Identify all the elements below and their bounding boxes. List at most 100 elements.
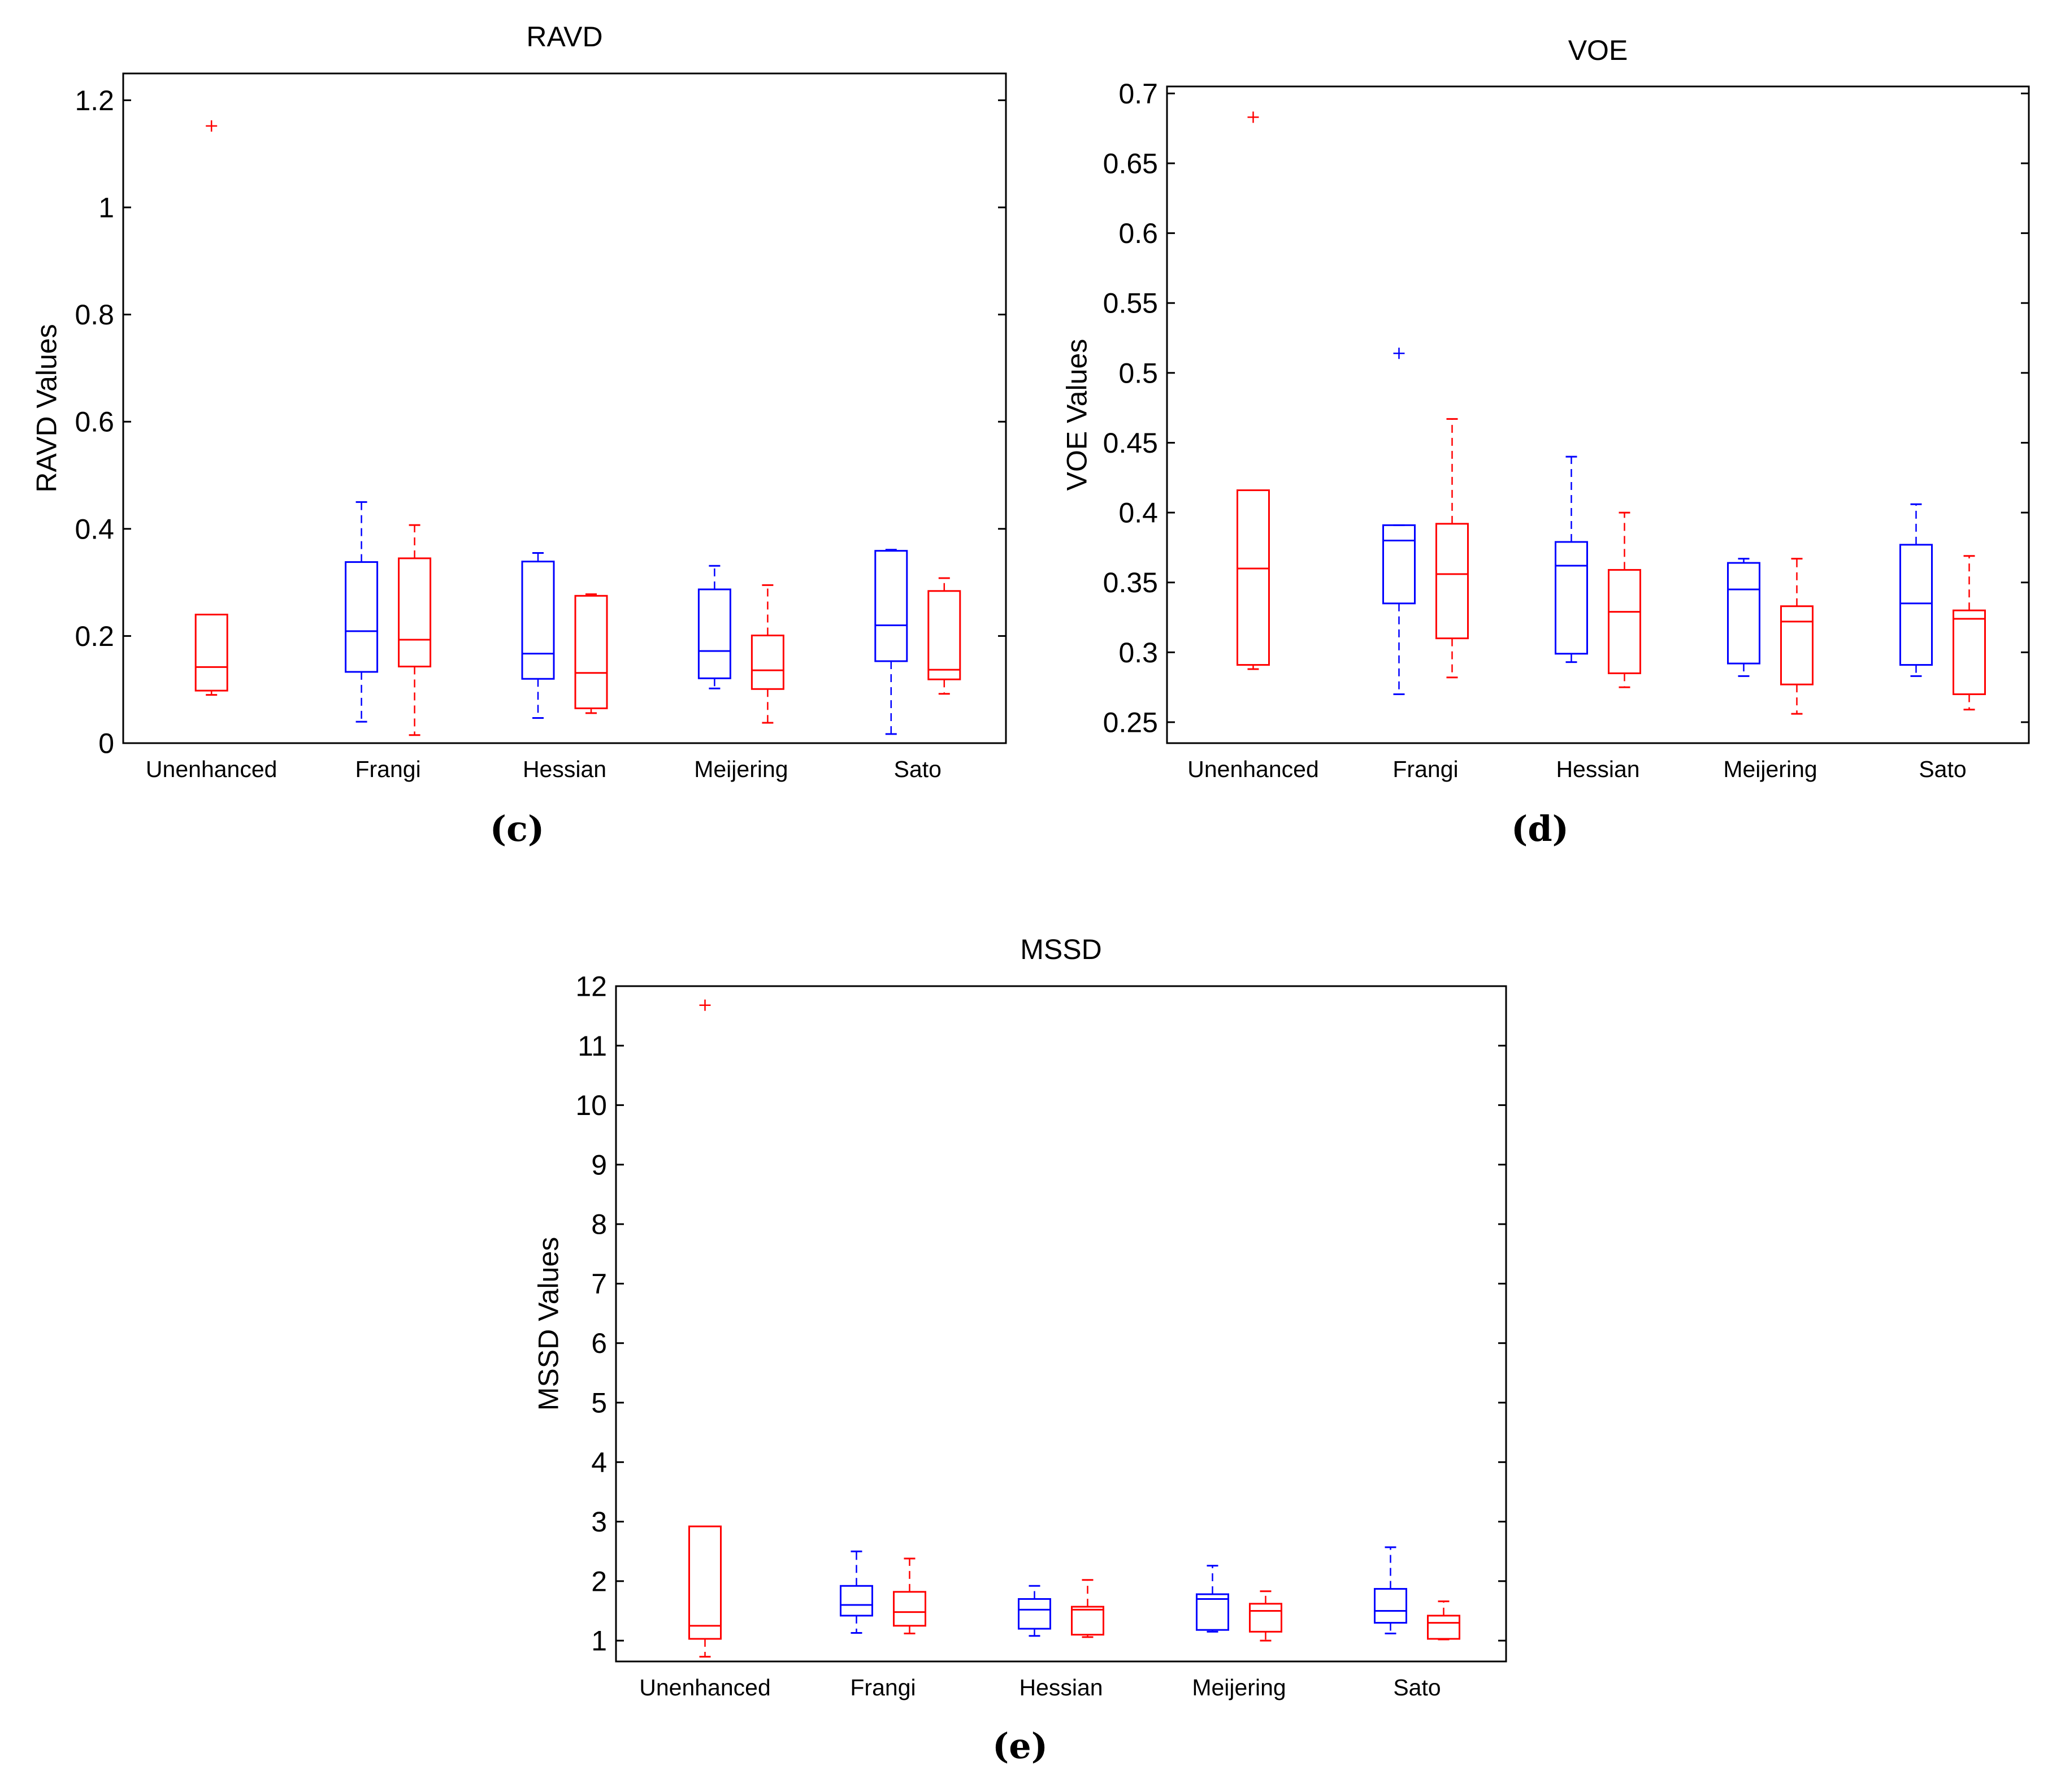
- y-tick-label: 6: [591, 1327, 607, 1359]
- box-sato-blue: [1899, 503, 1933, 677]
- y-tick-label: 9: [591, 1149, 607, 1181]
- y-tick-label: 0.45: [1103, 427, 1158, 459]
- box-sato-red: [927, 577, 961, 695]
- y-tick-label: 0.2: [75, 621, 114, 652]
- chart-panel-d: VOE VOE Values 0.25 0.3 0.35 0.4 0.45 0.5 0.55 0.…: [1061, 34, 2030, 849]
- box-iqr: [1953, 609, 1986, 695]
- box-sato-red: [1427, 1600, 1460, 1641]
- box-iqr: [1555, 541, 1588, 655]
- box-iqr: [1608, 569, 1641, 674]
- chart-title: VOE: [1568, 34, 1628, 66]
- y-tick-label: 7: [591, 1268, 607, 1300]
- box-frangi-red: [1435, 418, 1469, 679]
- x-tick-label-unenhanced: Unenhanced: [146, 756, 277, 782]
- y-tick-label: 11: [578, 1030, 607, 1062]
- x-tick-label-sato: Sato: [1919, 756, 1966, 782]
- plot-area-frame: [615, 985, 1507, 1663]
- box-sato-red: [1953, 555, 1986, 711]
- box-sato-blue: [874, 549, 908, 735]
- box-iqr: [1196, 1593, 1229, 1631]
- panel-label-c: (c): [490, 808, 544, 849]
- x-tick-label-frangi: Frangi: [1392, 756, 1458, 782]
- box-unenhanced-red: [688, 999, 722, 1658]
- y-tick-label: 0.65: [1103, 147, 1158, 179]
- box-iqr: [521, 561, 555, 680]
- y-tick-label: 12: [575, 971, 607, 1003]
- box-iqr: [1727, 562, 1760, 665]
- box-frangi-blue: [840, 1550, 873, 1634]
- box-iqr: [840, 1585, 873, 1617]
- box-unenhanced-red: [1237, 111, 1270, 670]
- y-tick-label: 0.3: [1118, 637, 1158, 669]
- y-tick-label: 8: [591, 1209, 607, 1240]
- box-frangi-red: [893, 1557, 926, 1635]
- box-meijering-red: [750, 584, 784, 724]
- box-iqr: [927, 590, 961, 680]
- y-tick-label: 0.4: [75, 513, 114, 545]
- y-tick-label: 2: [591, 1565, 607, 1597]
- box-meijering-red: [1249, 1590, 1282, 1642]
- y-tick-label: 0: [98, 728, 114, 760]
- plot-area-frame: [1166, 85, 2030, 744]
- box-iqr: [1899, 544, 1933, 666]
- y-tick-label: 0.8: [75, 299, 114, 331]
- box-frangi-blue: [1382, 348, 1416, 695]
- chart-title: MSSD: [1020, 934, 1101, 965]
- x-tick-label-hessian: Hessian: [1556, 756, 1639, 782]
- y-tick-label: 3: [591, 1506, 607, 1538]
- box-meijering-blue: [697, 565, 731, 689]
- y-tick-label: 4: [591, 1447, 607, 1478]
- box-iqr: [1374, 1588, 1407, 1624]
- box-iqr: [874, 550, 908, 662]
- y-tick-label: 0.6: [75, 406, 114, 438]
- box-iqr: [697, 588, 731, 679]
- x-tick-label-hessian: Hessian: [523, 756, 606, 782]
- y-axis-label: MSSD Values: [533, 1237, 565, 1411]
- y-tick-label: 0.55: [1103, 288, 1158, 319]
- x-tick-label-meijering: Meijering: [694, 756, 788, 782]
- x-tick-label-frangi: Frangi: [850, 1674, 916, 1700]
- y-tick-label: 5: [591, 1387, 607, 1419]
- x-tick-label-sato: Sato: [1393, 1674, 1441, 1700]
- box-iqr: [1382, 524, 1416, 605]
- x-tick-label-hessian: Hessian: [1019, 1674, 1103, 1700]
- x-tick-label-meijering: Meijering: [1192, 1674, 1286, 1700]
- box-iqr: [398, 557, 432, 667]
- box-meijering-blue: [1196, 1564, 1229, 1633]
- box-iqr: [893, 1591, 926, 1627]
- box-hessian-blue: [521, 552, 555, 719]
- box-iqr: [345, 561, 379, 673]
- x-tick-label-sato: Sato: [894, 756, 942, 782]
- box-hessian-red: [1608, 511, 1641, 688]
- box-iqr: [750, 634, 784, 690]
- panel-label-e: (e): [992, 1725, 1048, 1767]
- box-iqr: [194, 613, 228, 692]
- box-iqr: [1435, 523, 1469, 640]
- y-tick-label: 1: [98, 192, 114, 224]
- box-iqr: [1427, 1615, 1460, 1640]
- box-hessian-blue: [1555, 455, 1588, 663]
- y-tick-label: 0.35: [1103, 567, 1158, 598]
- box-unenhanced-red: [194, 120, 228, 696]
- panel-label-d: (d): [1511, 808, 1569, 849]
- y-axis-label: RAVD Values: [31, 324, 63, 492]
- box-iqr: [1249, 1603, 1282, 1633]
- y-tick-label: 1.2: [75, 85, 114, 116]
- y-tick-label: 10: [575, 1090, 607, 1121]
- box-meijering-blue: [1727, 558, 1760, 677]
- y-tick-label: 0.6: [1118, 218, 1158, 249]
- x-tick-label-meijering: Meijering: [1723, 756, 1817, 782]
- x-tick-label-unenhanced: Unenhanced: [639, 1674, 771, 1700]
- box-iqr: [574, 595, 608, 709]
- box-sato-blue: [1374, 1546, 1407, 1635]
- x-tick-label-frangi: Frangi: [355, 756, 420, 782]
- box-iqr: [1018, 1598, 1051, 1630]
- plot-area-frame: [122, 72, 1007, 744]
- box-frangi-red: [398, 524, 432, 736]
- box-hessian-red: [574, 593, 608, 714]
- y-tick-label: 0.5: [1118, 357, 1158, 389]
- chart-panel-c: RAVD RAVD Values 0 0.2 0.4 0.6 0.8 1 1.2 Unenhanc…: [31, 21, 1007, 849]
